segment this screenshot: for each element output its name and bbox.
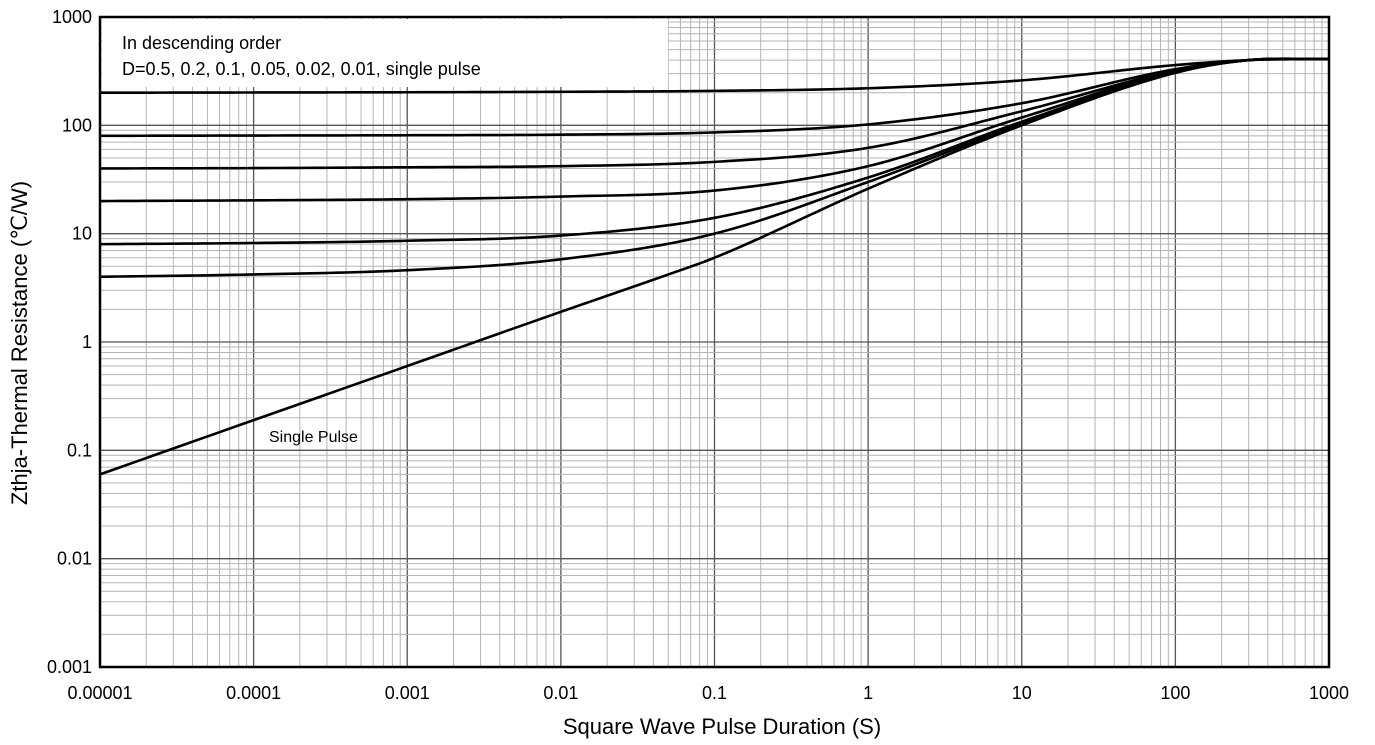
grid (99, 17, 1329, 668)
plot-frame (98, 15, 1331, 669)
x-tick-label: 0.00001 (67, 683, 132, 703)
x-tick-label: 0.0001 (226, 683, 281, 703)
single-pulse-annotation: Single Pulse (269, 429, 358, 446)
legend-note: In descending order D=0.5, 0.2, 0.1, 0.0… (102, 19, 668, 87)
x-tick-label: 1 (863, 683, 873, 703)
x-tick-label: 1000 (1309, 683, 1349, 703)
x-axis-title: Square Wave Pulse Duration (S) (563, 714, 881, 739)
series-line-1 (99, 57, 1330, 95)
x-tick-label: 10 (1012, 683, 1032, 703)
y-tick-label: 0.1 (67, 440, 92, 460)
series-layer (99, 57, 1330, 476)
x-tick-labels: 0.00001 0.0001 0.001 0.01 0.1 1 10 100 1000 (67, 683, 1349, 703)
y-tick-label: 1 (82, 332, 92, 352)
y-tick-label: 100 (62, 115, 92, 135)
x-tick-label: 0.1 (702, 683, 727, 703)
y-axis-title: Zthja-Thermal Resistance (℃/W) (7, 181, 32, 505)
y-tick-labels: 0.001 0.01 0.1 1 10 100 1000 (47, 7, 92, 677)
y-tick-label: 1000 (52, 7, 92, 27)
y-tick-label: 0.01 (57, 549, 92, 569)
x-tick-label: 100 (1160, 683, 1190, 703)
legend-note-line2: D=0.5, 0.2, 0.1, 0.05, 0.02, 0.01, singl… (122, 59, 481, 79)
x-tick-label: 0.01 (543, 683, 578, 703)
y-tick-label: 10 (72, 224, 92, 244)
y-tick-label: 0.001 (47, 657, 92, 677)
legend-note-line1: In descending order (122, 33, 281, 53)
legend-note-background (102, 19, 668, 87)
series-line-7 (99, 57, 1330, 476)
x-tick-label: 0.001 (385, 683, 430, 703)
